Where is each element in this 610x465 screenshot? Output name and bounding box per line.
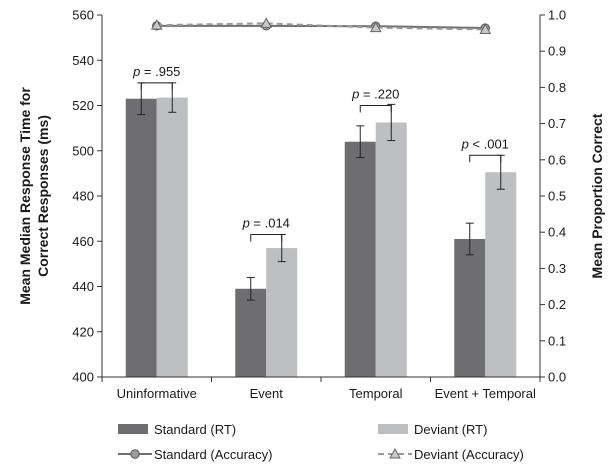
p-value-label: p = .220 — [351, 87, 399, 102]
p-value-text: = .220 — [359, 87, 399, 102]
p-value-bracket — [359, 105, 392, 113]
bar-standard — [125, 98, 157, 378]
point-deviant-accuracy — [369, 21, 382, 33]
p-value-label: p = .955 — [132, 64, 180, 79]
left-tick-label: 560 — [72, 8, 94, 23]
p-value-text: = .014 — [250, 215, 290, 230]
p-value-text: < .001 — [469, 136, 509, 151]
legend: Standard (RT) Deviant (RT) Standard (Accur… — [118, 422, 524, 462]
right-tick-label: 0.1 — [548, 333, 566, 348]
p-value-bracket — [469, 154, 502, 163]
left-tick-label: 460 — [72, 234, 94, 249]
legend-marker — [130, 449, 140, 459]
axes-layer: 400 420 440 460 480 500 520 540 560 0.0 0.1 0.2 0.3 0… — [17, 8, 605, 402]
legend-marker — [389, 447, 401, 459]
p-value-label: p = .014 — [242, 215, 290, 230]
x-tick-label: Uninformative — [117, 386, 197, 401]
x-tick-label: Event + Temporal — [435, 386, 536, 401]
x-tick-label: Temporal — [349, 386, 403, 401]
left-tick-label: 520 — [72, 98, 94, 113]
point-deviant-accuracy — [479, 23, 492, 34]
left-tick-label: 500 — [72, 143, 94, 158]
right-tick-label: 0.7 — [548, 116, 566, 131]
legend-label: Deviant (RT) — [414, 422, 487, 437]
x-tick-label: Event — [250, 386, 284, 401]
right-tick-label: 0.3 — [548, 261, 566, 276]
right-tick-label: 1.0 — [548, 8, 566, 23]
p-value-bracket — [250, 233, 283, 242]
point-deviant-accuracy — [260, 17, 273, 28]
legend-swatch — [378, 424, 408, 434]
bar-deviant — [266, 248, 298, 377]
left-axis-title-line: Correct Responses (ms) — [35, 115, 51, 277]
bar-deviant — [375, 122, 407, 377]
p-value-bracket — [140, 82, 173, 90]
legend-swatch — [118, 424, 148, 434]
right-tick-label: 0.4 — [548, 225, 566, 240]
right-tick-label: 0.2 — [548, 297, 566, 312]
right-tick-label: 0.8 — [548, 80, 566, 95]
left-tick-label: 480 — [72, 189, 94, 204]
bar-standard — [235, 288, 267, 377]
accuracy-lines-layer — [150, 17, 492, 34]
right-tick-label: 0.5 — [548, 189, 566, 204]
point-deviant-accuracy — [150, 19, 163, 30]
left-axis-title: Mean Median Response Time for Correct Res… — [17, 87, 51, 305]
bars-layer — [125, 82, 517, 378]
left-axis-title-line: Mean Median Response Time for — [17, 87, 33, 305]
p-value-prefix: p — [461, 136, 469, 151]
right-axis-title: Mean Proportion Correct — [589, 113, 605, 278]
bar-deviant — [485, 172, 517, 377]
left-tick-label: 440 — [72, 279, 94, 294]
line-deviant-accuracy — [156, 22, 486, 31]
bar-standard — [454, 238, 486, 377]
p-value-prefix: p — [351, 87, 359, 102]
p-value-label: p < .001 — [461, 136, 509, 151]
right-tick-label: 0.9 — [548, 44, 566, 59]
legend-label: Standard (Accuracy) — [154, 447, 273, 462]
left-tick-label: 420 — [72, 324, 94, 339]
legend-label: Deviant (Accuracy) — [414, 447, 524, 462]
legend-label: Standard (RT) — [154, 422, 236, 437]
right-tick-label: 0.6 — [548, 152, 566, 167]
bar-deviant — [156, 97, 188, 378]
left-tick-label: 400 — [72, 370, 94, 385]
right-tick-label: 0.0 — [548, 370, 566, 385]
bar-standard — [344, 141, 376, 377]
p-value-text: = .955 — [140, 64, 180, 79]
p-value-prefix: p — [242, 215, 250, 230]
p-value-prefix: p — [132, 64, 140, 79]
left-tick-label: 540 — [72, 53, 94, 68]
